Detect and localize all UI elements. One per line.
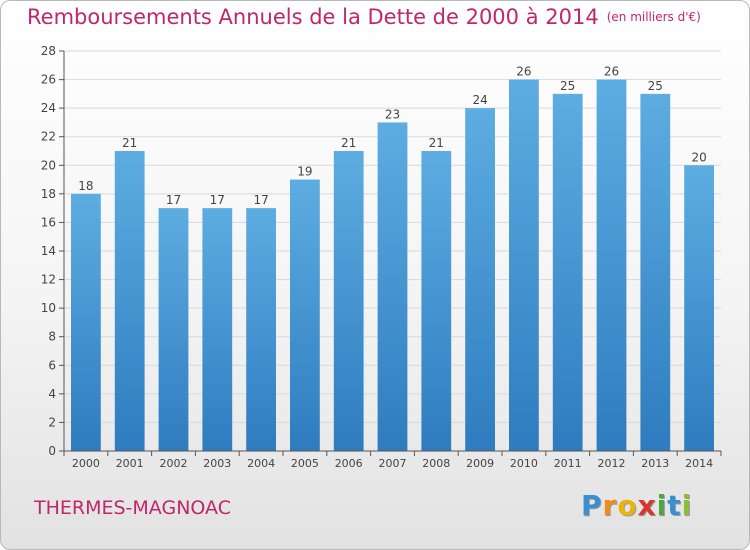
x-tick-label: 2013 xyxy=(641,457,669,470)
y-tick-label: 14 xyxy=(41,244,56,258)
data-label: 26 xyxy=(516,65,531,79)
bar xyxy=(114,151,145,451)
bar xyxy=(290,179,320,452)
x-tick-label: 2001 xyxy=(116,457,144,470)
chart-title-unit: (en milliers d'€) xyxy=(606,10,701,24)
y-tick-label: 2 xyxy=(48,415,56,429)
x-tick-label: 2009 xyxy=(466,457,494,470)
y-tick-label: 6 xyxy=(48,358,56,372)
y-tick-label: 10 xyxy=(41,301,56,315)
data-label: 18 xyxy=(78,179,93,193)
bar xyxy=(640,93,671,451)
y-tick-label: 28 xyxy=(41,44,56,58)
logo-letter: P xyxy=(581,489,603,522)
logo-letter: t xyxy=(667,489,682,522)
proxiti-logo: Proxiti xyxy=(581,489,692,522)
bar xyxy=(552,93,583,451)
bar xyxy=(158,208,189,451)
bar xyxy=(684,165,714,452)
bar xyxy=(246,208,276,451)
x-tick-label: 2003 xyxy=(203,457,231,470)
y-tick-label: 26 xyxy=(41,73,56,87)
logo-letter: r xyxy=(602,489,618,522)
data-label: 17 xyxy=(253,193,268,207)
logo-letter: i xyxy=(681,489,693,522)
y-tick-label: 12 xyxy=(41,273,56,287)
x-tick-label: 2000 xyxy=(72,457,100,470)
bar xyxy=(509,79,539,452)
bar xyxy=(465,108,495,452)
y-tick-label: 24 xyxy=(41,101,56,115)
data-label: 17 xyxy=(210,193,225,207)
data-label: 25 xyxy=(560,79,575,93)
y-tick-label: 22 xyxy=(41,130,56,144)
logo-letter: o xyxy=(617,489,638,522)
x-tick-label: 2012 xyxy=(598,457,626,470)
x-tick-label: 2006 xyxy=(335,457,363,470)
bar xyxy=(596,79,627,452)
data-label: 17 xyxy=(166,193,181,207)
y-tick-label: 0 xyxy=(48,444,56,458)
x-tick-label: 2007 xyxy=(379,457,407,470)
y-tick-label: 20 xyxy=(41,158,56,172)
bar xyxy=(71,193,101,451)
chart-title-main: Remboursements Annuels de la Dette de 20… xyxy=(27,5,599,29)
data-label: 24 xyxy=(472,93,487,107)
data-label: 26 xyxy=(604,65,619,79)
y-tick-label: 8 xyxy=(48,330,56,344)
data-label: 19 xyxy=(297,165,312,179)
bar xyxy=(202,208,233,451)
data-label: 23 xyxy=(385,107,400,121)
x-tick-label: 2002 xyxy=(160,457,188,470)
y-tick-label: 18 xyxy=(41,187,56,201)
data-label: 25 xyxy=(648,79,663,93)
logo-letter: x xyxy=(637,489,657,522)
data-label: 21 xyxy=(341,136,356,150)
x-tick-label: 2005 xyxy=(291,457,319,470)
y-tick-label: 4 xyxy=(48,387,56,401)
bars xyxy=(71,79,714,452)
x-tick-label: 2004 xyxy=(247,457,275,470)
commune-name: THERMES-MAGNOAC xyxy=(34,497,231,519)
bar xyxy=(333,151,364,451)
y-tick-label: 16 xyxy=(41,215,56,229)
bar xyxy=(421,151,452,451)
x-tick-label: 2011 xyxy=(554,457,582,470)
x-tick-label: 2010 xyxy=(510,457,538,470)
x-tick-label: 2014 xyxy=(685,457,713,470)
data-label: 20 xyxy=(691,150,706,164)
logo-letter: i xyxy=(656,489,668,522)
chart-title: Remboursements Annuels de la Dette de 20… xyxy=(27,5,701,29)
data-label: 21 xyxy=(429,136,444,150)
data-labels: 18 21 17 17 17 19 21 23 21 24 26 25 26 25 20 xyxy=(78,65,706,208)
x-tick-label: 2008 xyxy=(422,457,450,470)
bar xyxy=(377,122,408,451)
data-label: 21 xyxy=(122,136,137,150)
